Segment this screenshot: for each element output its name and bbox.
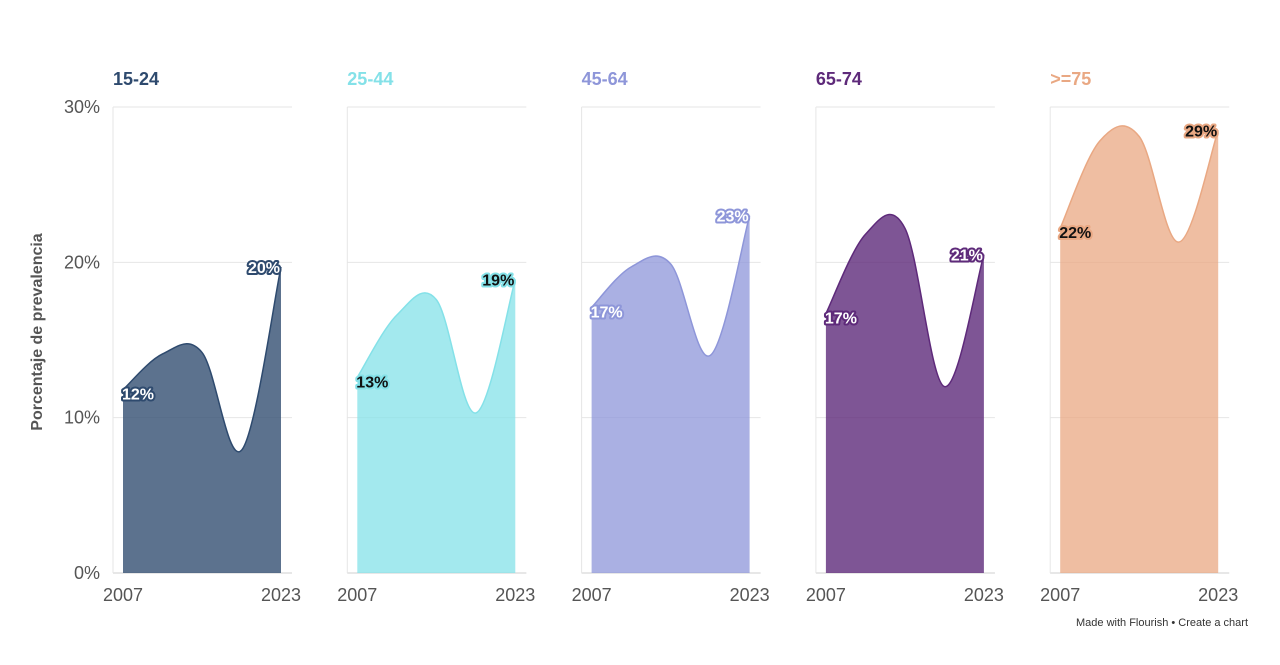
area-fill	[1060, 125, 1219, 574]
data-label: 12%	[122, 387, 154, 404]
y-tick-label: 0%	[74, 563, 100, 583]
x-tick-label: 2007	[337, 585, 377, 605]
x-tick-label: 2023	[1198, 585, 1238, 605]
create-chart-link[interactable]: Create a chart	[1178, 617, 1248, 629]
panel-title: 65-74	[816, 69, 862, 89]
x-tick-label: 2023	[730, 585, 770, 605]
y-tick-label: 10%	[64, 408, 100, 428]
series-line	[825, 213, 985, 388]
data-label: 17%	[825, 311, 857, 328]
panel-5: >=75 2007 2023 22% 29%	[1040, 69, 1238, 605]
x-tick-label: 2023	[964, 585, 1004, 605]
panel-title: 45-64	[582, 69, 628, 89]
x-tick-label: 2023	[261, 585, 301, 605]
data-label: 22%	[1059, 225, 1091, 242]
panel-2: 25-44 2007 2023 13% 19%	[337, 69, 535, 605]
x-tick-label: 2023	[495, 585, 535, 605]
series-line	[356, 279, 517, 414]
panel-3: 45-64 2007 2023 17% 23%	[572, 69, 770, 605]
area-fill	[123, 266, 281, 573]
data-label: 20%	[248, 260, 280, 277]
data-label: 29%	[1185, 123, 1217, 140]
flourish-footer: Made with Flourish • Create a chart	[1076, 617, 1248, 629]
footer-separator: •	[1168, 617, 1179, 629]
panel-title: >=75	[1050, 69, 1091, 89]
panel-title: 25-44	[347, 69, 393, 89]
data-label: 21%	[951, 248, 983, 265]
series-line	[1059, 125, 1219, 243]
data-label: 19%	[482, 272, 514, 289]
data-label: 17%	[591, 304, 623, 321]
made-with-flourish-link[interactable]: Made with Flourish	[1076, 617, 1169, 629]
area-fill	[825, 214, 984, 573]
area-fill	[591, 215, 750, 573]
data-label: 23%	[717, 209, 749, 226]
series-line	[591, 215, 751, 357]
y-tick-label: 30%	[64, 97, 100, 117]
x-tick-label: 2007	[572, 585, 612, 605]
y-tick-label: 20%	[64, 252, 100, 272]
panel-title: 15-24	[113, 69, 159, 89]
x-tick-label: 2007	[103, 585, 143, 605]
data-label: 13%	[356, 374, 388, 391]
x-tick-label: 2007	[1040, 585, 1080, 605]
panel-4: 65-74 2007 2023 17% 21%	[806, 69, 1004, 605]
y-axis-label: Porcentaje de prevalencia	[29, 233, 46, 431]
panel-1: 15-24 2007 2023 12% 20%	[103, 69, 301, 605]
x-tick-label: 2007	[806, 585, 846, 605]
area-fill	[357, 279, 516, 573]
series-line	[122, 266, 282, 453]
